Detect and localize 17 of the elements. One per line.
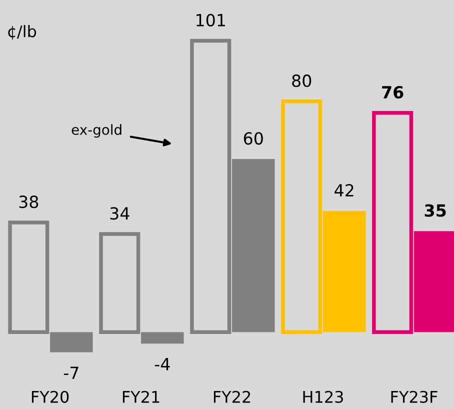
data-label: -4 — [154, 358, 170, 370]
data-label: 34 — [110, 207, 130, 220]
x-tick-label: FY22 — [214, 390, 250, 403]
y-axis-title: ¢/lb — [8, 24, 36, 40]
x-tick-label: H123 — [303, 390, 343, 403]
x-tick-label: FY21 — [122, 390, 160, 403]
x-tick-label: FY20 — [32, 390, 69, 403]
data-label: 38 — [19, 196, 38, 208]
data-label: -7 — [64, 366, 78, 379]
data-label: 60 — [244, 132, 263, 145]
data-label: 76 — [382, 86, 404, 99]
data-label: 42 — [334, 184, 354, 196]
data-label: 80 — [292, 74, 312, 88]
data-label: 101 — [196, 14, 225, 26]
data-label: 35 — [424, 204, 446, 217]
annotation: ex-gold — [72, 124, 122, 138]
x-tick-label: FY23F — [391, 390, 438, 403]
